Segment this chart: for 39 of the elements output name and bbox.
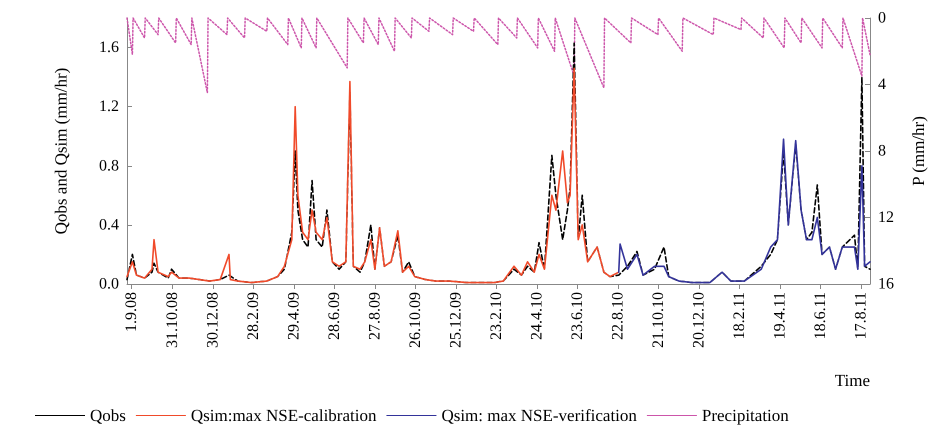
y2-tick-label: 0 xyxy=(878,10,886,26)
y2-tick-label: 4 xyxy=(878,76,886,93)
x-tick-label: 28.6.09 xyxy=(326,292,343,340)
x-tick-label: 20.12.10 xyxy=(690,292,708,348)
line-series xyxy=(126,67,620,284)
x-tick-label: 22.8.10 xyxy=(610,292,627,340)
x-tick-label: 18.6.11 xyxy=(812,292,830,340)
line-series xyxy=(126,17,871,94)
x-tick-label: 24.4.10 xyxy=(528,292,546,340)
x-tick-label: 30.12.08 xyxy=(204,292,222,348)
y-tick-label: 0.0 xyxy=(99,276,119,292)
x-tick-label: 1.9.08 xyxy=(123,292,140,332)
x-tick-label: 31.10.08 xyxy=(164,292,181,348)
x-tick-label: 27.8.09 xyxy=(366,292,384,340)
legend-label: Precipitation xyxy=(702,406,790,425)
y2-axis-title: P (mm/hr) xyxy=(909,116,928,186)
x-tick-label: 17.8.11 xyxy=(852,292,870,340)
y-axis-title: Qobs and Qsim (mm/hr) xyxy=(52,68,70,234)
line-series xyxy=(618,138,871,284)
legend-label: Qsim:max NSE-calibration xyxy=(190,406,377,425)
y2-tick-label: 16 xyxy=(878,276,894,292)
x-axis-title: Time xyxy=(834,371,870,390)
legend-label: Qsim: max NSE-verification xyxy=(441,406,638,425)
legend-label: Qobs xyxy=(90,406,126,425)
x-tick-label: 23.6.10 xyxy=(569,292,586,340)
x-tick-label: 25.12.09 xyxy=(447,292,464,348)
x-tick-label: 26.10.09 xyxy=(406,292,424,348)
y2-tick-label: 12 xyxy=(878,209,894,226)
y-tick-label: 1.6 xyxy=(99,39,119,56)
x-tick-label: 18.2.11 xyxy=(731,292,748,340)
y-tick-label: 0.8 xyxy=(99,157,119,174)
y2-tick-label: 8 xyxy=(878,142,886,160)
y-tick-label: 0.4 xyxy=(99,216,119,234)
x-tick-label: 21.10.10 xyxy=(650,292,668,348)
x-tick-label: 19.4.11 xyxy=(772,292,789,340)
y-tick-label: 1.2 xyxy=(99,98,119,116)
x-tick-label: 23.2.10 xyxy=(488,292,505,340)
x-tick-label: 28.2.09 xyxy=(244,292,262,340)
x-tick-label: 29.4.09 xyxy=(285,292,302,340)
